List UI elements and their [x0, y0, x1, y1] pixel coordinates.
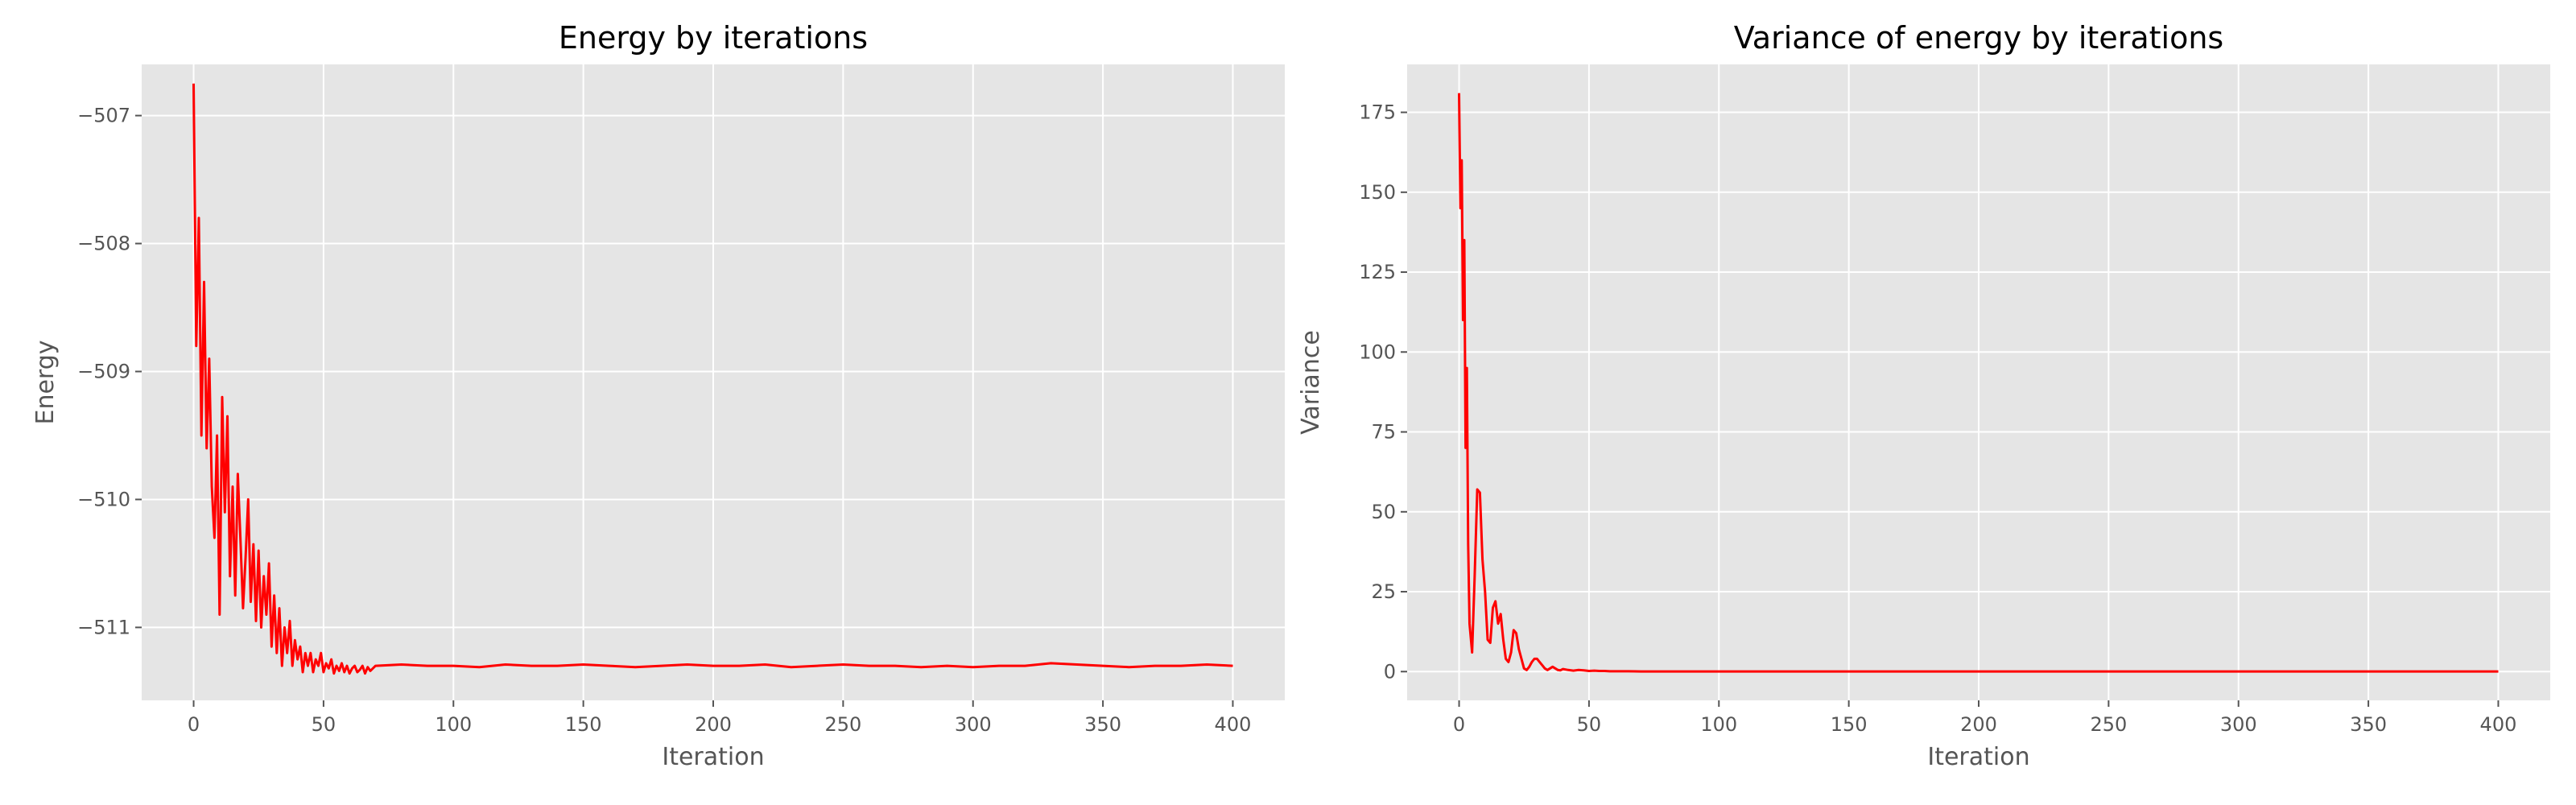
- variance-y-tick-label: 175: [1359, 101, 1396, 124]
- variance-y-tick-label: 75: [1371, 421, 1396, 444]
- variance-x-tick-label: 100: [1700, 713, 1737, 736]
- energy-series-line: [192, 83, 1233, 675]
- variance-x-tick-label: 350: [2350, 713, 2387, 736]
- energy-x-ticks: 0 50 100 150 200 250 300 350 400: [188, 700, 1251, 736]
- energy-x-tick-label: 350: [1084, 713, 1121, 736]
- energy-y-tick-label: −507: [77, 105, 130, 127]
- variance-x-axis-label: Iteration: [1927, 743, 2029, 771]
- energy-chart: 0 50 100 150 200 250 300 350 400 −511 −510 −509 −50…: [31, 20, 1285, 771]
- variance-chart-title: Variance of energy by iterations: [1734, 20, 2223, 56]
- energy-x-tick-label: 100: [435, 713, 472, 736]
- energy-x-tick-label: 150: [565, 713, 602, 736]
- energy-y-ticks: −511 −510 −509 −508 −507: [77, 105, 142, 638]
- variance-y-tick-label: 50: [1371, 501, 1396, 523]
- variance-x-tick-label: 250: [2090, 713, 2127, 736]
- energy-y-tick-label: −511: [77, 616, 130, 638]
- energy-series: [192, 83, 1233, 675]
- variance-series-line: [1458, 93, 2499, 673]
- energy-chart-title: Energy by iterations: [559, 20, 868, 56]
- energy-y-axis-label: Energy: [31, 340, 60, 424]
- energy-x-tick-label: 50: [312, 713, 336, 736]
- variance-x-tick-label: 50: [1577, 713, 1602, 736]
- energy-y-tick-label: −510: [77, 488, 130, 510]
- energy-x-tick-label: 300: [955, 713, 992, 736]
- variance-chart: 0 50 100 150 200 250 300 350 400 0 25 50 75 100 125 15…: [1297, 20, 2550, 771]
- variance-x-ticks: 0 50 100 150 200 250 300 350 400: [1453, 700, 2516, 736]
- variance-series: [1458, 93, 2499, 673]
- energy-grid: [142, 64, 1285, 700]
- variance-y-tick-label: 100: [1359, 341, 1396, 363]
- variance-y-ticks: 0 25 50 75 100 125 150 175: [1359, 101, 1407, 683]
- variance-x-tick-label: 200: [1960, 713, 1997, 736]
- variance-y-tick-label: 25: [1371, 580, 1396, 603]
- variance-y-tick-label: 125: [1359, 261, 1396, 283]
- energy-x-tick-label: 0: [188, 713, 200, 736]
- energy-y-tick-label: −509: [77, 360, 130, 382]
- variance-y-tick-label: 150: [1359, 181, 1396, 204]
- variance-x-tick-label: 0: [1453, 713, 1465, 736]
- energy-x-tick-label: 250: [824, 713, 861, 736]
- variance-x-tick-label: 150: [1831, 713, 1868, 736]
- variance-y-tick-label: 0: [1384, 660, 1396, 683]
- energy-y-tick-label: −508: [77, 233, 130, 255]
- energy-x-tick-label: 200: [695, 713, 732, 736]
- variance-y-axis-label: Variance: [1297, 330, 1325, 435]
- energy-x-axis-label: Iteration: [662, 743, 764, 771]
- energy-x-tick-label: 400: [1215, 713, 1252, 736]
- variance-x-tick-label: 400: [2480, 713, 2517, 736]
- variance-x-tick-label: 300: [2220, 713, 2257, 736]
